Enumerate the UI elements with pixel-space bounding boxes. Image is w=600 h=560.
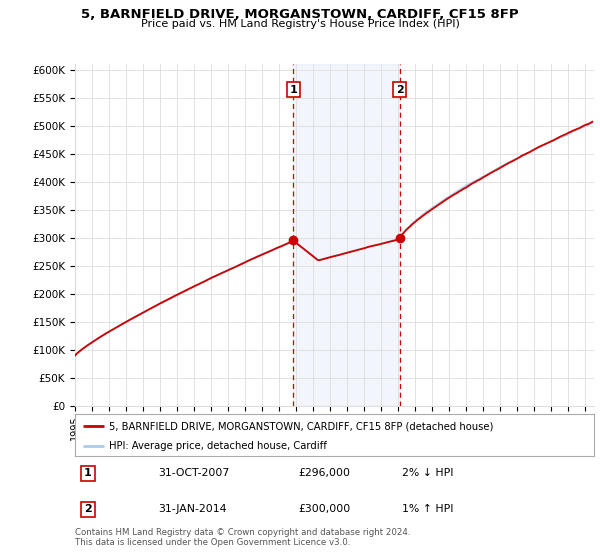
Text: Contains HM Land Registry data © Crown copyright and database right 2024.
This d: Contains HM Land Registry data © Crown c… <box>75 528 410 547</box>
Text: 1: 1 <box>84 468 92 478</box>
Bar <box>293 64 400 406</box>
Text: 1% ↑ HPI: 1% ↑ HPI <box>402 505 454 515</box>
Text: £296,000: £296,000 <box>298 468 350 478</box>
Text: Price paid vs. HM Land Registry's House Price Index (HPI): Price paid vs. HM Land Registry's House … <box>140 19 460 29</box>
Text: 31-OCT-2007: 31-OCT-2007 <box>158 468 229 478</box>
Text: £300,000: £300,000 <box>298 505 350 515</box>
Text: 5, BARNFIELD DRIVE, MORGANSTOWN, CARDIFF, CF15 8FP: 5, BARNFIELD DRIVE, MORGANSTOWN, CARDIFF… <box>81 8 519 21</box>
Text: 5, BARNFIELD DRIVE, MORGANSTOWN, CARDIFF, CF15 8FP (detached house): 5, BARNFIELD DRIVE, MORGANSTOWN, CARDIFF… <box>109 421 493 431</box>
Text: 2: 2 <box>84 505 92 515</box>
Text: 2% ↓ HPI: 2% ↓ HPI <box>402 468 454 478</box>
Text: HPI: Average price, detached house, Cardiff: HPI: Average price, detached house, Card… <box>109 441 326 451</box>
Text: 31-JAN-2014: 31-JAN-2014 <box>158 505 227 515</box>
Text: 1: 1 <box>289 85 297 95</box>
Text: 2: 2 <box>396 85 404 95</box>
